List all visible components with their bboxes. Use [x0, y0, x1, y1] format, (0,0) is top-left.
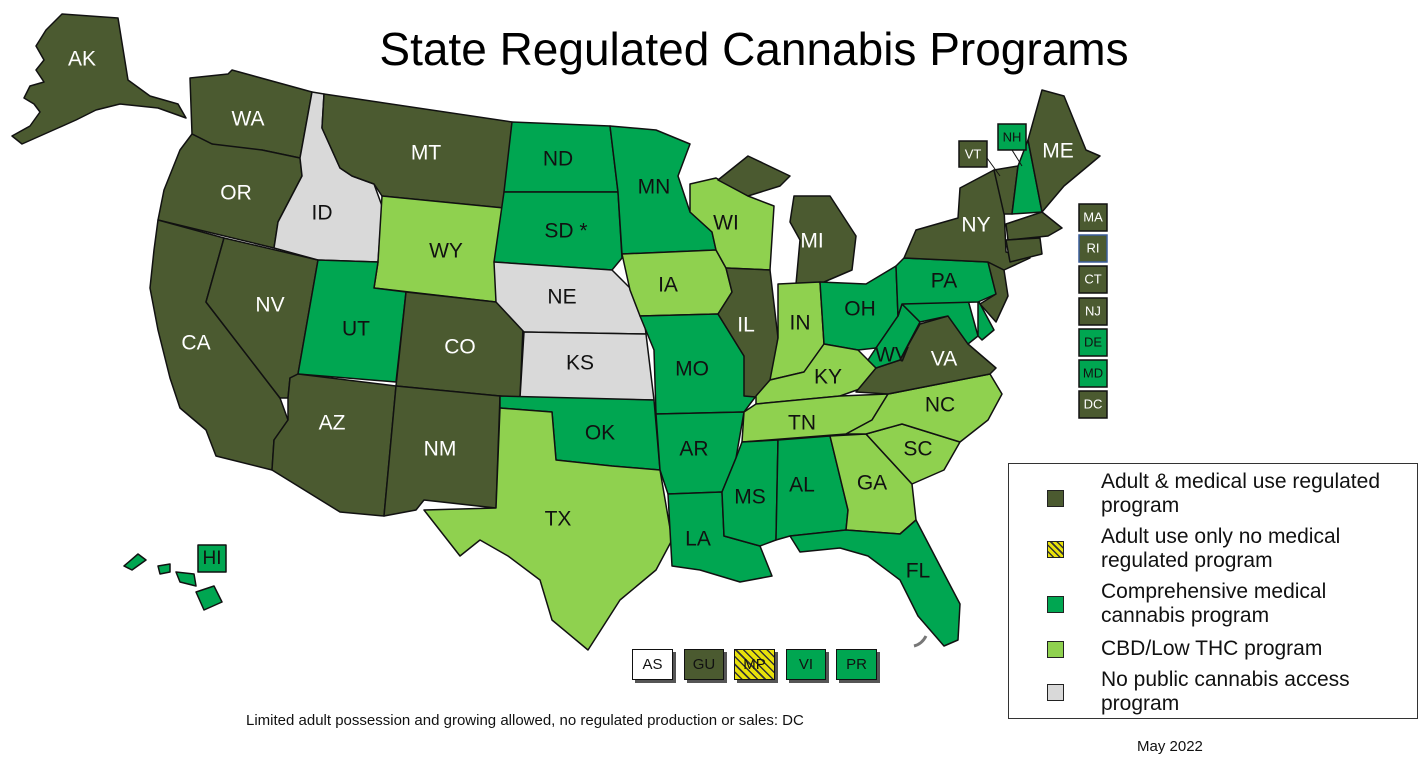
state-sd[interactable] — [493, 191, 623, 271]
label-wa: WA — [231, 108, 264, 131]
label-nv: NV — [255, 294, 284, 317]
state-tx[interactable] — [423, 407, 673, 651]
label-ky: KY — [814, 366, 842, 389]
legend-text-adult-only: Adult use only no medical regulated prog… — [1101, 525, 1341, 572]
label-nm: NM — [424, 438, 457, 461]
label-or: OR — [220, 182, 252, 205]
label-pa: PA — [931, 270, 957, 293]
state-co[interactable] — [395, 291, 525, 399]
box-ct[interactable] — [1078, 265, 1108, 294]
label-hi: HI — [203, 548, 222, 569]
label-mo: MO — [675, 358, 709, 381]
box-de[interactable] — [1078, 328, 1108, 357]
label-sd: SD * — [544, 220, 587, 243]
legend-swatch-comprehensive-medical — [1047, 596, 1064, 613]
box-label-ct: CT — [1084, 271, 1101, 286]
label-co: CO — [444, 336, 476, 359]
state-az[interactable] — [271, 373, 397, 517]
state-ak[interactable] — [11, 13, 187, 145]
state-nc[interactable] — [845, 373, 1003, 443]
label-in: IN — [790, 312, 811, 335]
vt-callout-box — [958, 140, 988, 168]
label-ok: OK — [585, 422, 615, 445]
box-nj[interactable] — [1078, 297, 1108, 326]
label-sc: SC — [903, 438, 932, 461]
label-nc: NC — [925, 394, 955, 417]
territory-mp[interactable]: MP — [734, 649, 775, 680]
label-ia: IA — [658, 274, 678, 297]
nh-callout-box — [997, 123, 1027, 151]
label-ca: CA — [181, 332, 210, 355]
state-il[interactable] — [717, 267, 779, 399]
label-mt: MT — [411, 142, 441, 165]
state-ct[interactable] — [1005, 237, 1043, 263]
label-ar: AR — [679, 438, 708, 461]
label-va: VA — [931, 348, 957, 371]
box-md[interactable] — [1078, 359, 1108, 388]
label-az: AZ — [319, 412, 346, 435]
legend-swatch-adult-only — [1047, 541, 1064, 558]
box-label-ma: MA — [1083, 209, 1103, 224]
legend: Adult & medical use regulated program Ad… — [1008, 463, 1418, 719]
label-tn: TN — [788, 412, 816, 435]
legend-text-cbd: CBD/Low THC program — [1101, 637, 1323, 660]
label-ny: NY — [961, 214, 990, 237]
state-ma[interactable] — [1005, 211, 1063, 241]
map-title: State Regulated Cannabis Programs — [379, 23, 1129, 75]
label-ne: NE — [547, 286, 576, 309]
label-wv: WV — [875, 344, 909, 367]
label-il: IL — [737, 314, 755, 337]
legend-text-adult-medical: Adult & medical use regulated program — [1101, 470, 1380, 517]
hi-label-box — [197, 544, 227, 573]
box-label-dc: DC — [1084, 396, 1103, 411]
label-mi: MI — [800, 230, 823, 253]
legend-swatch-adult-medical — [1047, 490, 1064, 507]
legend-swatch-none — [1047, 684, 1064, 701]
box-label-md: MD — [1083, 365, 1103, 380]
state-hi[interactable] — [123, 553, 223, 611]
state-me[interactable] — [1027, 89, 1101, 213]
florida-keys — [913, 635, 928, 648]
legend-text-none: No public cannabis access program — [1101, 668, 1350, 715]
label-wy: WY — [429, 240, 463, 263]
footnote: Limited adult possession and growing all… — [246, 712, 804, 729]
legend-text-comprehensive-medical: Comprehensive medical cannabis program — [1101, 580, 1327, 627]
label-ga: GA — [857, 472, 887, 495]
label-la: LA — [685, 528, 711, 551]
label-ak: AK — [68, 48, 96, 71]
territory-vi[interactable]: VI — [786, 649, 826, 680]
box-ri[interactable] — [1078, 234, 1108, 263]
box-label-nj: NJ — [1085, 303, 1101, 318]
state-de[interactable] — [977, 299, 995, 341]
label-nh: NH — [1003, 129, 1022, 144]
territory-as[interactable]: AS — [632, 649, 673, 680]
box-ma[interactable] — [1078, 203, 1108, 232]
label-ks: KS — [566, 352, 594, 375]
date-label: May 2022 — [1137, 738, 1203, 755]
territory-pr[interactable]: PR — [836, 649, 877, 680]
label-mn: MN — [638, 176, 671, 199]
state-fl[interactable] — [789, 519, 961, 647]
label-id: ID — [312, 202, 333, 225]
label-oh: OH — [844, 298, 876, 321]
label-al: AL — [789, 474, 815, 497]
box-dc[interactable] — [1078, 390, 1108, 419]
box-label-ri: RI — [1087, 240, 1100, 255]
label-ut: UT — [342, 318, 370, 341]
legend-swatch-cbd — [1047, 641, 1064, 658]
label-vt: VT — [965, 146, 982, 161]
label-tx: TX — [545, 508, 572, 531]
territory-gu[interactable]: GU — [684, 649, 724, 680]
label-me: ME — [1042, 140, 1074, 163]
label-wi: WI — [713, 212, 739, 235]
label-fl: FL — [906, 560, 931, 583]
label-ms: MS — [734, 486, 766, 509]
label-nd: ND — [543, 148, 573, 171]
box-label-de: DE — [1084, 334, 1102, 349]
